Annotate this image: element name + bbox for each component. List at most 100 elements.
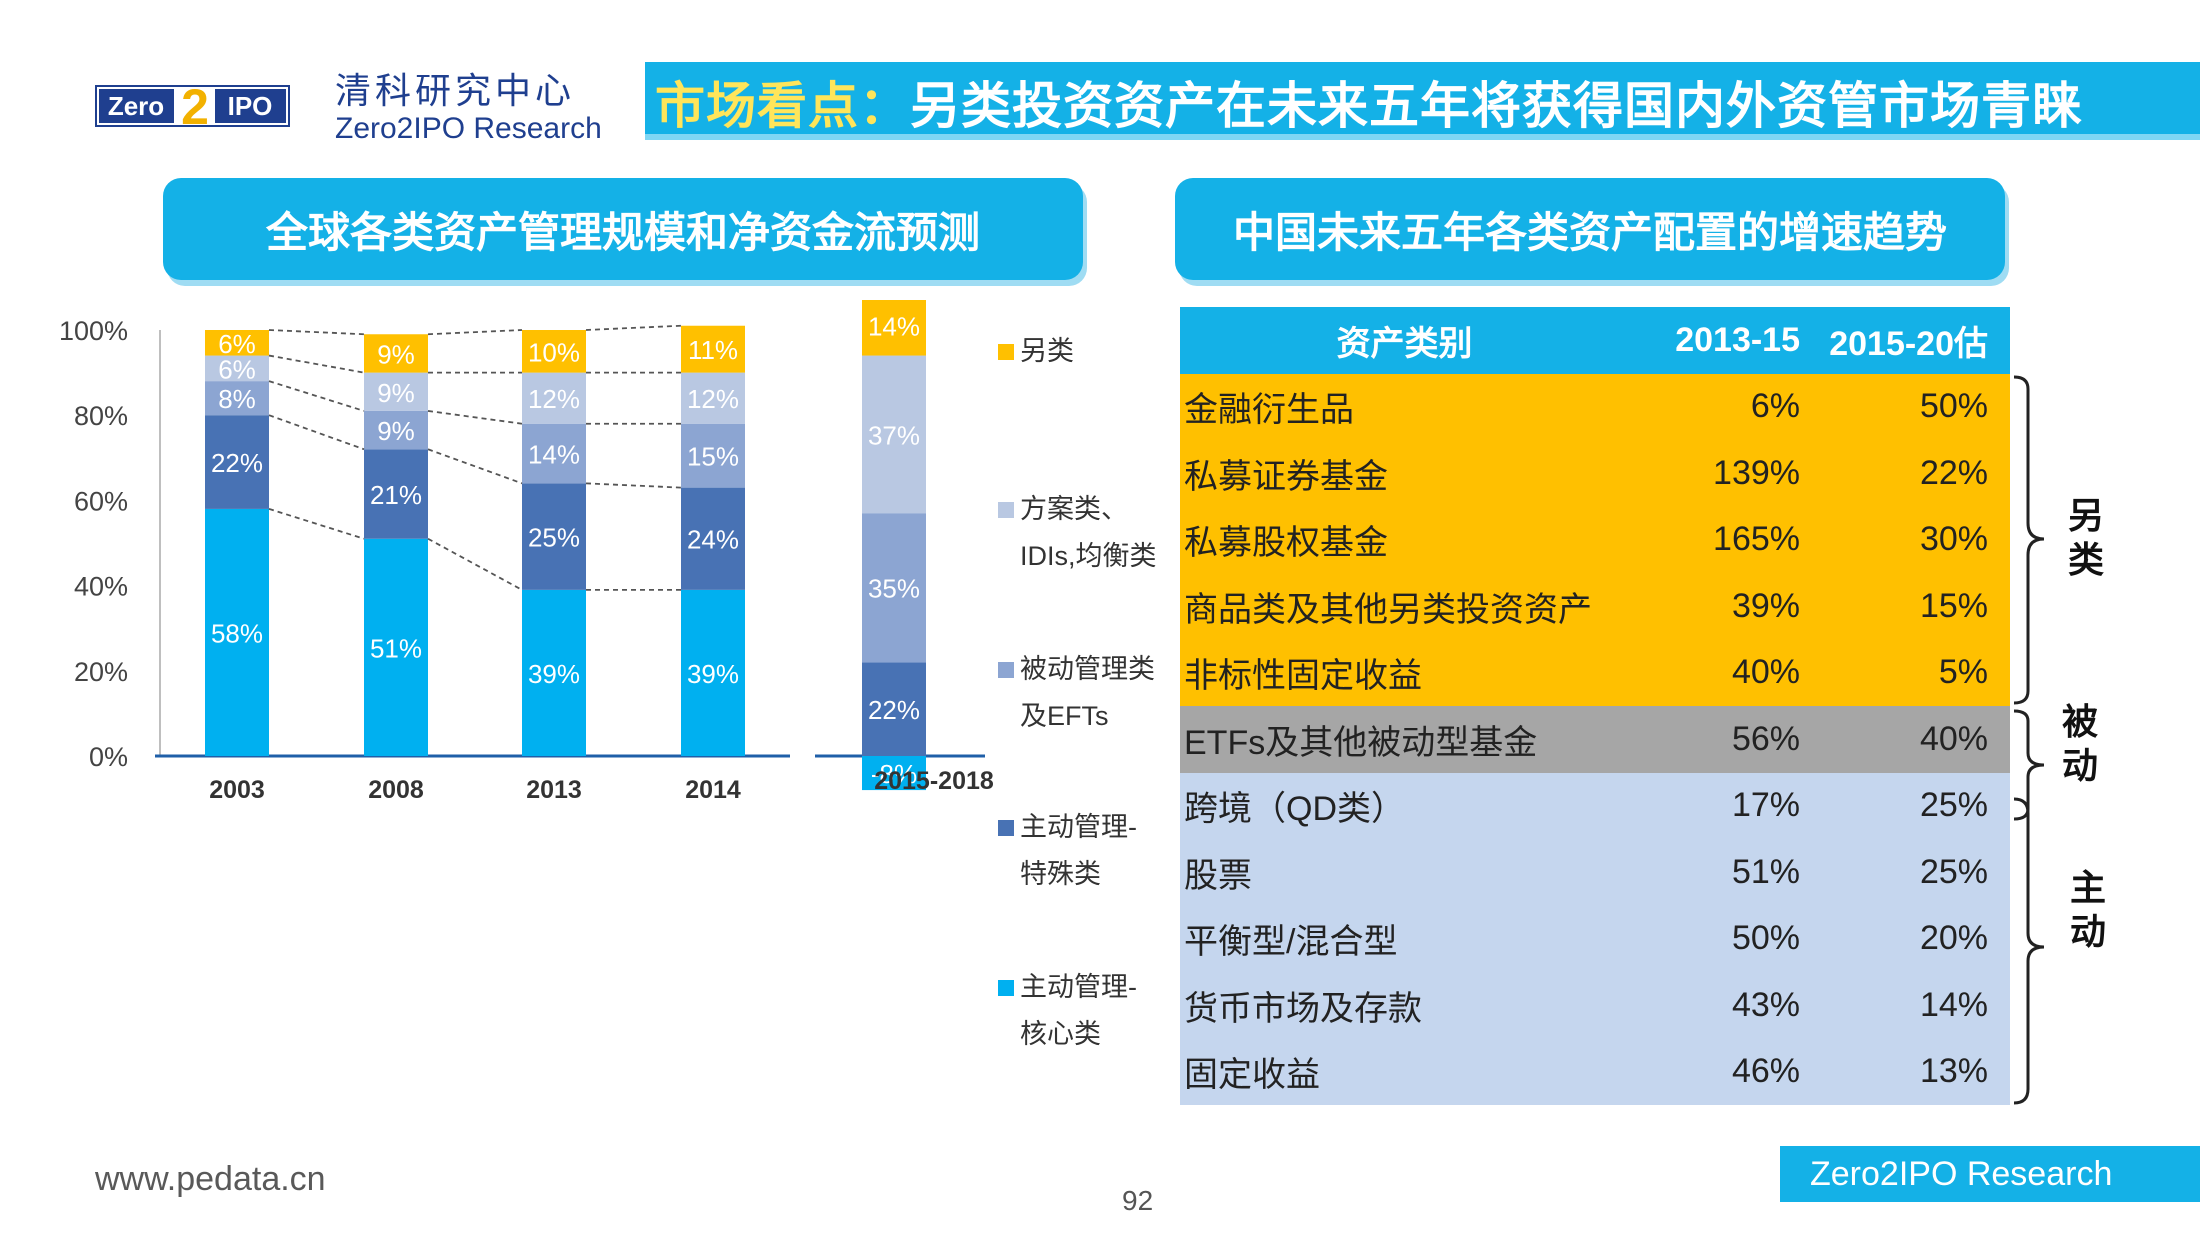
x-tick-label: 2008 [368, 776, 424, 804]
bracket-active [2013, 797, 2045, 1105]
title-highlight: 市场看点： [655, 78, 910, 134]
table-row: 私募股权基金 165% 30% [1180, 506, 2010, 573]
bar-segment [522, 372, 586, 424]
connector-line [427, 410, 523, 425]
legend-swatch [998, 344, 1014, 360]
bar-value-label: 9% [377, 339, 415, 369]
bracket-alternative [2013, 375, 2045, 705]
zero2ipo-logo: Zero 2 IPO [95, 80, 290, 132]
group-label-passive: 被动 [2061, 701, 2098, 786]
connector-line [268, 380, 365, 412]
bar-segment [681, 589, 745, 756]
y-tick-label: 20% [74, 657, 128, 687]
bar-segment [522, 423, 586, 484]
bar-segment [364, 449, 428, 539]
bar-segment [862, 355, 926, 514]
connector-line [268, 354, 365, 374]
connector-line [427, 329, 523, 336]
table-row: ETFs及其他被动型基金 56% 40% [1180, 706, 2010, 773]
asset-name: 私募证券基金 [1184, 457, 1388, 496]
page-title: 市场看点：另类投资资产在未来五年将获得国内外资管市场青睐 [655, 66, 2083, 138]
bar-segment [364, 372, 428, 411]
table-row: 货币市场及存款 43% 14% [1180, 972, 2010, 1039]
connector-line [268, 508, 365, 540]
growth-2015-20: 25% [1919, 786, 1988, 825]
asset-name: 股票 [1184, 856, 1252, 895]
table-row: 平衡型/混合型 50% 20% [1180, 905, 2010, 972]
growth-2015-20: 22% [1919, 453, 1988, 492]
growth-2015-20: 40% [1919, 719, 1988, 758]
bar-value-label: 22% [868, 695, 920, 725]
bar-value-label: 15% [687, 442, 739, 472]
asset-growth-table: 资产类别 2013-15 2015-20估 金融衍生品 6% 50% 私募证券基金 13… [1180, 307, 2010, 1105]
bar-value-label: 51% [370, 633, 422, 663]
x-tick-label: 2003 [209, 776, 265, 804]
y-tick-label: 0% [89, 742, 128, 772]
group-label-active: 主动 [2069, 867, 2106, 952]
connector-line [427, 537, 523, 591]
connector-line [585, 324, 682, 331]
bar-segment [862, 662, 926, 756]
bar-segment [205, 415, 269, 509]
left-section-title: 全球各类资产管理规模和净资金流预测 [163, 178, 1083, 280]
bar-segment [205, 330, 269, 356]
bar-value-label: 35% [868, 574, 920, 604]
bar-segment [681, 487, 745, 590]
table-row: 私募证券基金 139% 22% [1180, 440, 2010, 507]
bar-segment [862, 300, 926, 356]
connector-line [268, 414, 365, 451]
header-2015-20: 2015-20估 [1829, 324, 1988, 363]
logo-text-left: Zero [108, 91, 164, 121]
asset-name: 金融衍生品 [1184, 391, 1354, 430]
bar-value-label: 9% [377, 416, 415, 446]
bar-segment [862, 513, 926, 663]
y-tick-label: 80% [74, 401, 128, 431]
bar-segment [522, 483, 586, 590]
legend-label: 方案类、 [1020, 494, 1128, 524]
brand-cn: 清科研究中心 [335, 70, 576, 111]
bar-segment [364, 410, 428, 450]
bar-segment [681, 423, 745, 488]
x-tick-label: 2013 [526, 776, 582, 804]
legend-swatch [998, 502, 1014, 518]
growth-2015-20: 25% [1919, 852, 1988, 891]
asset-name: 固定收益 [1184, 1056, 1320, 1095]
legend-swatch [998, 662, 1014, 678]
growth-2015-20: 20% [1919, 919, 1988, 958]
table-row: 跨境（QD类） 17% 25% [1180, 772, 2010, 839]
title-main: 另类投资资产在未来五年将获得国内外资管市场青睐 [910, 78, 2083, 134]
bar-segment [681, 372, 745, 424]
bar-value-label: -8% [871, 759, 917, 789]
growth-2013-15: 40% [1731, 653, 1800, 692]
growth-2015-20: 15% [1919, 586, 1988, 625]
growth-2013-15: 51% [1731, 852, 1800, 891]
table-header: 资产类别 2013-15 2015-20估 [1180, 307, 2010, 374]
legend-swatch [998, 820, 1014, 836]
bar-segment [522, 589, 586, 756]
asset-name: 非标性固定收益 [1184, 657, 1422, 696]
footer-url[interactable]: www.pedata.cn [95, 1160, 326, 1198]
bar-segment [205, 508, 269, 756]
bar-value-label: 12% [687, 384, 739, 414]
legend-label-line2: 特殊类 [1020, 859, 1101, 889]
asset-name: ETFs及其他被动型基金 [1184, 723, 1538, 762]
asset-name: 平衡型/混合型 [1184, 923, 1398, 962]
bar-value-label: 8% [218, 384, 256, 414]
bar-value-label: 37% [868, 420, 920, 450]
x-tick-label: 2015-2018 [874, 767, 994, 795]
bar-value-label: 58% [211, 618, 263, 648]
growth-2013-15: 46% [1731, 1052, 1800, 1091]
growth-2013-15: 56% [1731, 719, 1800, 758]
growth-2013-15: 43% [1731, 985, 1800, 1024]
y-tick-label: 100% [59, 316, 128, 346]
y-tick-label: 60% [74, 486, 128, 516]
growth-2013-15: 6% [1750, 387, 1800, 426]
bar-segment [681, 325, 745, 373]
group-brackets [2013, 375, 2045, 1105]
bar-value-label: 21% [370, 480, 422, 510]
asset-name: 货币市场及存款 [1184, 989, 1422, 1028]
bar-value-label: 9% [377, 378, 415, 408]
growth-2013-15: 17% [1731, 786, 1800, 825]
connector-line [427, 448, 523, 485]
x-tick-label: 2014 [685, 776, 741, 804]
